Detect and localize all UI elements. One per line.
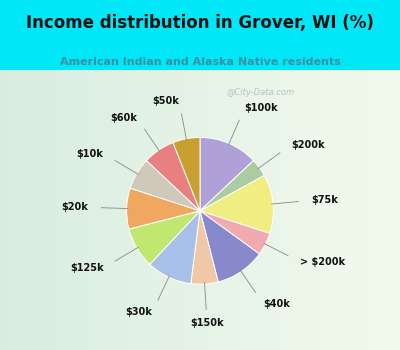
Wedge shape (127, 188, 200, 229)
Text: American Indian and Alaska Native residents: American Indian and Alaska Native reside… (60, 57, 340, 66)
Text: $40k: $40k (263, 299, 290, 309)
Wedge shape (150, 211, 200, 284)
Wedge shape (173, 138, 200, 211)
Text: $100k: $100k (244, 103, 278, 113)
Text: $50k: $50k (152, 96, 179, 106)
Wedge shape (129, 211, 200, 264)
Text: $20k: $20k (61, 202, 88, 212)
Text: @City-Data.com: @City-Data.com (227, 88, 295, 97)
Text: $75k: $75k (312, 195, 339, 205)
Text: $125k: $125k (70, 263, 103, 273)
Text: $30k: $30k (125, 307, 152, 317)
Wedge shape (200, 138, 254, 211)
Text: $60k: $60k (110, 113, 137, 123)
Wedge shape (146, 142, 200, 211)
Text: $10k: $10k (76, 149, 103, 159)
Wedge shape (191, 211, 218, 284)
Wedge shape (200, 211, 259, 282)
Wedge shape (200, 161, 264, 211)
Wedge shape (200, 175, 273, 233)
Wedge shape (200, 211, 270, 254)
Text: $150k: $150k (190, 318, 224, 328)
Text: $200k: $200k (291, 140, 324, 150)
Wedge shape (130, 161, 200, 211)
Text: Income distribution in Grover, WI (%): Income distribution in Grover, WI (%) (26, 14, 374, 32)
Text: > $200k: > $200k (300, 257, 345, 267)
